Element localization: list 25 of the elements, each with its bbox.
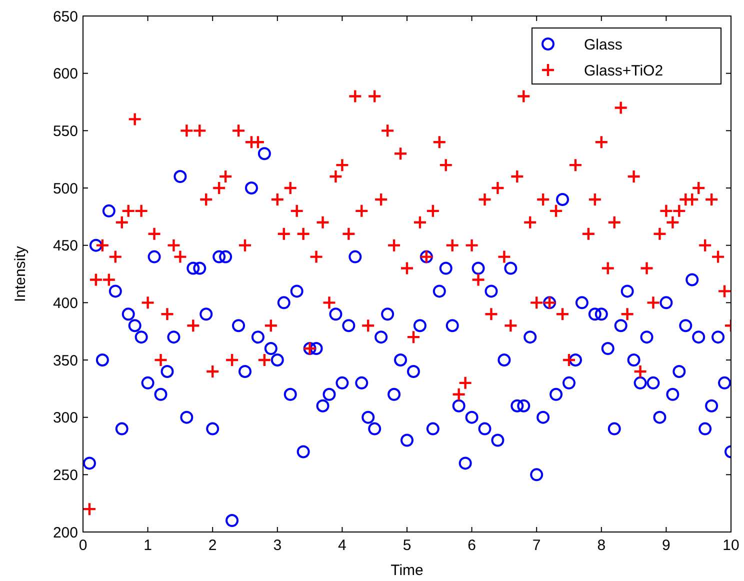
x-tick-label: 9	[662, 537, 670, 554]
x-tick-label: 0	[78, 537, 88, 554]
legend-label: Glass+TiO2	[584, 62, 664, 80]
y-tick-label: 250	[52, 466, 78, 484]
legend-label: Glass	[584, 36, 622, 54]
x-axis-title: Time	[390, 562, 424, 579]
y-tick-label: 500	[52, 180, 78, 198]
y-axis-title: Intensity	[12, 246, 29, 302]
x-tick-label: 10	[722, 537, 740, 554]
x-tick-label: 5	[402, 537, 412, 554]
y-tick-label: 400	[52, 294, 78, 312]
y-tick-label: 450	[52, 238, 78, 255]
y-tick-label: 600	[52, 66, 78, 83]
x-tick-label: 1	[144, 537, 152, 554]
x-tick-label: 2	[208, 537, 217, 554]
y-tick-label: 200	[52, 524, 78, 542]
x-tick-label: 8	[597, 537, 606, 554]
y-tick-label: 350	[52, 352, 78, 370]
x-tick-label: 7	[532, 537, 541, 554]
y-tick-label: 300	[52, 410, 78, 427]
x-tick-label: 4	[338, 537, 346, 554]
y-tick-label: 650	[52, 8, 78, 26]
x-tick-label: 3	[273, 537, 282, 554]
x-tick-label: 6	[468, 537, 476, 554]
y-tick-label: 550	[52, 122, 78, 140]
